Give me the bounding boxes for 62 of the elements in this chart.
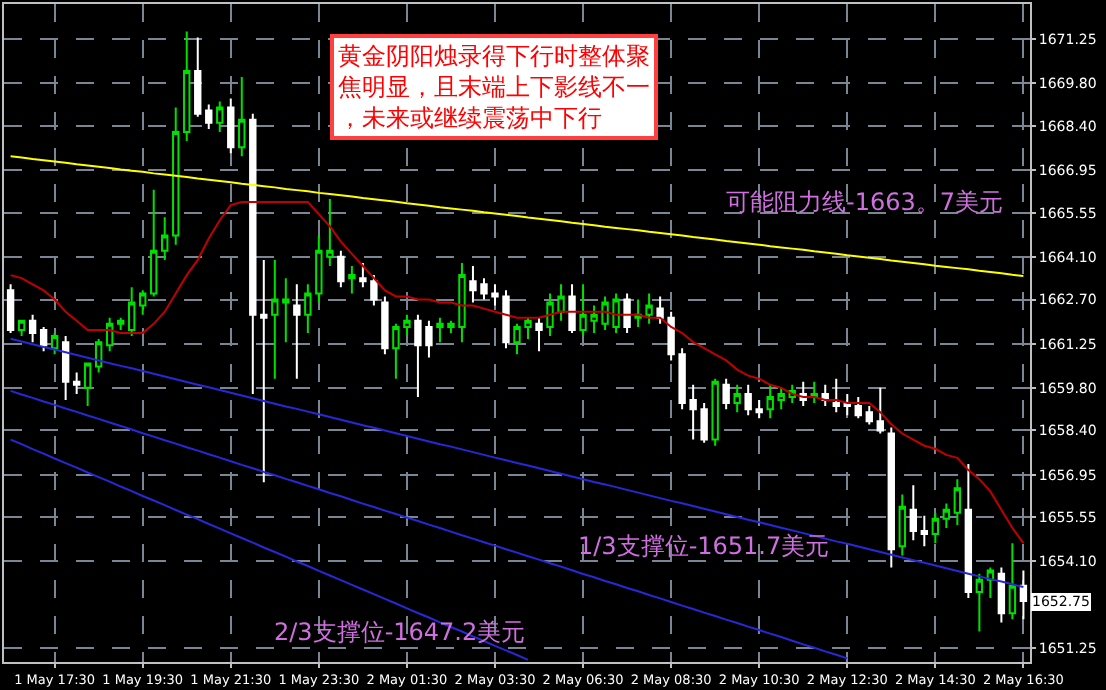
candlestick: [975, 572, 984, 633]
candlestick: [161, 216, 169, 261]
annotation: 可能阻力线-1663。7美元: [726, 188, 1004, 216]
candlestick: [61, 335, 70, 402]
candlestick: [1019, 569, 1028, 621]
candlestick: [854, 395, 862, 420]
candlestick: [810, 380, 818, 405]
candlestick: [986, 566, 995, 600]
candlestick: [150, 188, 158, 298]
candlestick: [909, 484, 917, 542]
candlestick: [139, 289, 147, 316]
candlestick: [194, 36, 202, 118]
candlestick: [623, 292, 631, 334]
line-series: [9, 155, 1025, 278]
candlestick: [733, 383, 741, 414]
candlestick: [83, 362, 92, 408]
candlestick: [843, 392, 851, 417]
candlestick: [348, 264, 356, 295]
candlestick: [216, 100, 224, 133]
candlestick: [953, 478, 962, 526]
candlestick: [28, 313, 37, 344]
candlestick: [293, 283, 301, 380]
candlestick: [722, 377, 730, 411]
candlestick: [117, 316, 125, 331]
candlestick: [766, 383, 774, 420]
line-series: [9, 438, 529, 661]
candlestick: [128, 286, 136, 338]
line-series: [9, 389, 849, 660]
candlestick: [931, 511, 940, 545]
annotation: 1/3支撑位-1651.7美元: [578, 532, 830, 560]
candlestick: [39, 325, 48, 353]
candlestick: [865, 405, 873, 426]
candlestick: [711, 377, 719, 447]
candlestick: [337, 249, 345, 289]
candlestick: [535, 316, 543, 353]
candlestick: [920, 514, 929, 548]
candlestick: [898, 493, 906, 557]
candlestick: [172, 106, 180, 246]
candlestick: [381, 295, 389, 356]
candlestick: [964, 463, 973, 600]
annotation: 黄金阴阳烛录得下行时整体聚焦明显，且末端上下影线不一，未来或继续震荡中下行: [338, 42, 650, 133]
candlestick: [72, 371, 81, 395]
candlestick: [94, 338, 103, 374]
candlestick: [50, 332, 59, 356]
candlestick: [1008, 542, 1017, 621]
candlestick: [997, 566, 1006, 624]
candlestick: [227, 97, 235, 155]
candlestick: [777, 386, 785, 411]
candlestick: [205, 103, 213, 130]
candlestick: [6, 283, 15, 334]
candlestick: [183, 30, 191, 143]
line-series: [9, 337, 1025, 589]
candlestick: [755, 399, 763, 420]
candlestick: [876, 386, 884, 435]
candlestick: [568, 283, 576, 334]
candlestick: [744, 383, 752, 417]
candlestick: [887, 426, 895, 569]
candlestick: [942, 502, 951, 529]
candlestick: [832, 377, 840, 414]
candlestick: [105, 316, 114, 353]
candlestick: [238, 76, 246, 158]
candlestick: [17, 319, 26, 338]
